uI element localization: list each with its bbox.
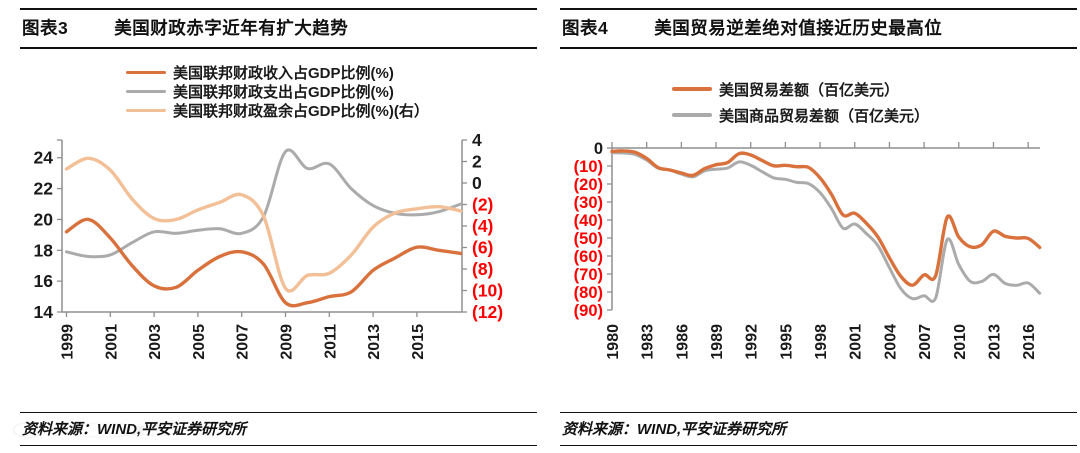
chart3-title: 美国财政赤字近年有扩大趋势: [114, 18, 349, 38]
legend-item: 美国商品贸易差额（百亿美元）: [672, 102, 929, 128]
axis-tick-label: 2003: [147, 324, 164, 360]
axis-tick-label: (20): [574, 176, 603, 194]
legend-item: 美国联邦财政盈余占GDP比例(%)(右）: [126, 101, 429, 120]
axis-tick-label: 2001: [103, 324, 120, 360]
chart3-tag: 图表3: [22, 18, 69, 38]
axis-tick-label: 2011: [322, 324, 339, 359]
axis-tick-label: (30): [574, 194, 603, 212]
axis-tick-label: (4): [472, 216, 493, 236]
legend-swatch-gray-line: [672, 113, 712, 117]
axis-tick-label: (2): [472, 195, 493, 215]
series-line-orange: [64, 217, 463, 308]
axis-tick-label: 2015: [410, 324, 427, 360]
legend-item: 美国联邦财政收入占GDP比例(%): [126, 63, 429, 82]
axis-tick-label: 1983: [640, 324, 657, 360]
legend-item: 美国联邦财政支出占GDP比例(%): [126, 82, 429, 101]
legend-label: 美国联邦财政盈余占GDP比例(%)(右）: [173, 103, 429, 120]
series-line-gray: [65, 148, 463, 259]
axis-tick-label: 16: [34, 271, 54, 291]
legend-swatch-orange-line: [126, 70, 166, 75]
axis-tick-label: 24: [34, 148, 54, 168]
axis-tick-label: 2009: [279, 324, 296, 360]
chart4-source-text: 资料来源：WIND,平安证券研究所: [562, 421, 787, 438]
axis-tick-label: 1986: [674, 324, 691, 360]
legend-label: 美国贸易差额（百亿美元）: [719, 81, 900, 99]
axis-tick-label: 0: [594, 140, 603, 158]
axis-tick-label: (40): [574, 212, 603, 230]
chart4-title: 美国贸易逆差绝对值接近历史最高位: [654, 18, 943, 38]
chart4-plot: 0(10)(20)(30)(40)(50)(60)(70)(80)(90)198…: [574, 140, 1042, 360]
axis-tick-label: 0: [472, 173, 482, 193]
series-line-orange: [610, 149, 1042, 287]
axis-tick-label: (12): [472, 302, 503, 322]
axis-tick-label: (10): [574, 158, 603, 176]
axis-tick-label: (8): [472, 259, 493, 279]
chart4-legend: 美国贸易差额（百亿美元） 美国商品贸易差额（百亿美元）: [672, 76, 929, 128]
axis-tick-label: 2004: [882, 324, 899, 360]
chart4-source-bar: 资料来源：WIND,平安证券研究所: [560, 412, 1077, 446]
chart3-source-bar: 资料来源：WIND,平安证券研究所: [8, 412, 537, 446]
axis-tick-label: (50): [574, 230, 603, 248]
axis-tick-label: (60): [574, 248, 603, 266]
axis-tick-label: (6): [472, 238, 493, 258]
axis-tick-label: 18: [34, 240, 54, 260]
legend-label: 美国商品贸易差额（百亿美元）: [719, 107, 930, 125]
legend-swatch-gray-line: [126, 89, 166, 94]
axis-tick-label: 2016: [1021, 324, 1038, 360]
axis-tick-label: 1995: [778, 324, 795, 360]
axis-tick-label: 1980: [605, 324, 622, 360]
axis-tick-label: 2010: [952, 324, 969, 360]
axis-tick-label: 2007: [235, 324, 252, 360]
axis-tick-label: 2013: [986, 324, 1003, 360]
axis-tick-label: 2007: [917, 324, 934, 360]
legend-swatch-orange-line: [672, 87, 712, 91]
axis-tick-label: 14: [34, 302, 54, 322]
axis-tick-label: 4: [472, 130, 482, 150]
axis-tick-label: 20: [34, 209, 54, 229]
axis-tick-label: 2013: [366, 324, 383, 360]
axis-tick-label: 1998: [813, 324, 830, 360]
series-line-gray: [610, 151, 1042, 303]
axis-tick-label: (80): [574, 284, 603, 302]
chart3-source-text: 资料来源：WIND,平安证券研究所: [22, 421, 247, 438]
axis-tick-label: 2: [472, 152, 482, 172]
chart3-legend: 美国联邦财政收入占GDP比例(%) 美国联邦财政支出占GDP比例(%) 美国联邦财政…: [126, 63, 429, 120]
axis-tick-label: 1989: [709, 324, 726, 360]
series-line-peach: [64, 156, 463, 293]
axis-tick-label: (10): [472, 281, 503, 301]
axis-tick-label: 1992: [744, 324, 761, 360]
panel-fiscal-chart: 图表3 美国财政赤字近年有扩大趋势 美国联邦财政收入占GDP比例(%) 美国联邦财…: [8, 8, 537, 446]
legend-label: 美国联邦财政收入占GDP比例(%): [173, 65, 394, 82]
legend-label: 美国联邦财政支出占GDP比例(%): [173, 84, 394, 101]
legend-swatch-peach-line: [126, 108, 166, 113]
chart4-tag: 图表4: [562, 18, 609, 38]
axis-tick-label: 2005: [191, 324, 208, 360]
axis-tick-label: 1999: [60, 324, 77, 360]
axis-tick-label: (70): [574, 266, 603, 284]
axis-tick-label: (90): [574, 302, 603, 320]
chart4-title-bar: 图表4 美国贸易逆差绝对值接近历史最高位: [560, 8, 1077, 49]
axis-tick-label: 22: [34, 179, 54, 199]
chart3-title-bar: 图表3 美国财政赤字近年有扩大趋势: [20, 8, 537, 49]
axis-tick-label: 2001: [848, 324, 865, 360]
panel-trade-chart: 图表4 美国贸易逆差绝对值接近历史最高位 美国贸易差额（百亿美元） 美国商品贸易差…: [560, 8, 1077, 446]
legend-item: 美国贸易差额（百亿美元）: [672, 76, 929, 102]
